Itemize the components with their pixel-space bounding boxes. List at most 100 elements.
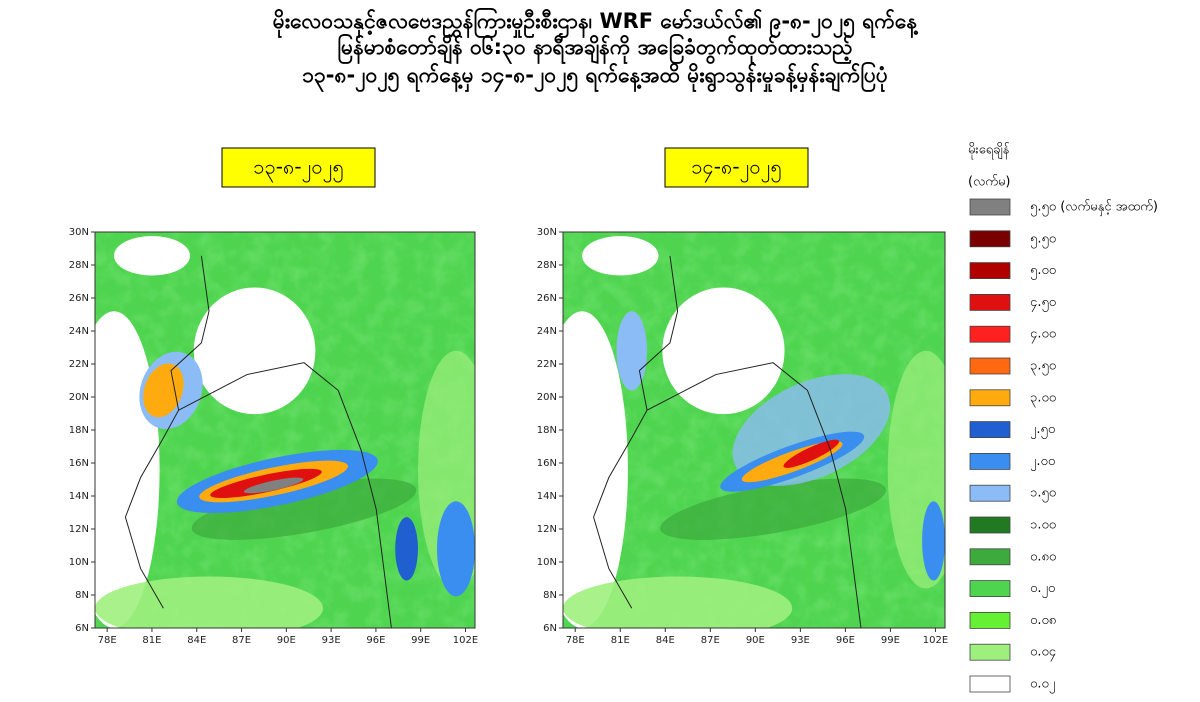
- heavy-rain: [243, 477, 304, 494]
- legend-label: ၅.၅၀ (လက်မနှင့် အထက်): [1030, 199, 1158, 217]
- x-tick-label: 87E: [232, 635, 251, 646]
- legend-label: ၀.၀၂: [1030, 677, 1055, 694]
- legend-swatch: [969, 612, 1011, 629]
- legend-swatch: [969, 325, 1011, 343]
- light-rain: [563, 576, 793, 628]
- x-tick-label: 96E: [836, 635, 855, 646]
- legend-label: ၃.၅၀: [1030, 359, 1056, 376]
- legend-swatch: [969, 484, 1011, 502]
- legend-swatch: [969, 548, 1011, 566]
- legend-swatch: [969, 580, 1011, 597]
- legend-label: ၀.၀၄: [1030, 645, 1057, 662]
- dry-area: [662, 287, 785, 415]
- legend-swatch: [969, 675, 1011, 693]
- x-tick-label: 84E: [656, 635, 675, 646]
- legend-unit: (လက်မ): [968, 174, 1010, 190]
- legend-label: ၄.၀၀: [1030, 327, 1056, 344]
- legend-swatch: [969, 643, 1011, 661]
- y-tick-label: 30N: [537, 227, 557, 238]
- legend-label: ၃.၀၀: [1030, 390, 1056, 407]
- date-label: ၁၃-၈-၂၀၂၅: [253, 155, 344, 183]
- legend-label: ၄.၅၀: [1030, 295, 1056, 312]
- legend-swatch: [969, 357, 1011, 375]
- y-tick-label: 30N: [69, 227, 89, 238]
- date-label: ၁၄-၈-၂၀၂၅: [691, 155, 782, 183]
- rain-map: [95, 232, 475, 628]
- coastline: [178, 362, 392, 628]
- legend-label: ၅.၅၀: [1030, 231, 1056, 248]
- y-tick-label: 26N: [537, 293, 557, 304]
- x-tick-label: 102E: [923, 635, 948, 646]
- heavy-rain: [783, 439, 840, 468]
- x-tick-label: 102E: [453, 635, 478, 646]
- legend-label: ၀.၀၈: [1030, 613, 1056, 628]
- legend-label: ၂.၅၀: [1030, 422, 1055, 439]
- heavy-rain: [395, 517, 418, 581]
- legend-title: မိုးရေချိန်: [968, 142, 1010, 160]
- y-tick-label: 18N: [69, 425, 89, 436]
- title-line: ၁၃-၈-၂၀၂၅ ရက်နေ့မှ ၁၄-၈-၂၀၂၅ ရက်နေ့အထိ မ…: [302, 60, 888, 93]
- legend-swatch: [969, 198, 1011, 216]
- legend-swatch: [969, 452, 1011, 470]
- legend-swatch: [969, 262, 1011, 280]
- y-tick-label: 6N: [75, 623, 89, 634]
- heavy-rain: [616, 311, 648, 391]
- y-tick-label: 10N: [69, 557, 89, 568]
- y-tick-label: 20N: [537, 392, 557, 403]
- title-line: မြန်မာစံတော်ချိန် ၀၆:၃၀ နာရီအချိန်ကို အခ…: [337, 32, 852, 65]
- legend-swatch: [969, 230, 1011, 248]
- y-tick-label: 10N: [537, 557, 557, 568]
- y-tick-label: 24N: [537, 326, 557, 337]
- y-tick-label: 22N: [537, 359, 557, 370]
- date-box: [221, 147, 376, 188]
- y-tick-label: 6N: [543, 623, 557, 634]
- moderate-rain: [191, 478, 417, 540]
- light-rain: [95, 576, 323, 628]
- rain-map: [563, 232, 945, 628]
- x-tick-label: 81E: [142, 635, 161, 646]
- y-tick-label: 16N: [69, 458, 89, 469]
- y-tick-label: 12N: [69, 524, 89, 535]
- dry-area: [193, 287, 316, 415]
- y-tick-label: 14N: [69, 491, 89, 502]
- coastline: [124, 255, 210, 609]
- legend-label: ၁.၅၀: [1030, 486, 1056, 503]
- x-tick-label: 81E: [611, 635, 630, 646]
- y-tick-label: 18N: [537, 425, 557, 436]
- y-tick-label: 20N: [69, 392, 89, 403]
- legend-label: ၅.၀၀: [1030, 263, 1056, 280]
- legend-swatch: [969, 293, 1011, 311]
- y-tick-label: 8N: [75, 590, 89, 601]
- legend-label: ၀.၈၀: [1030, 549, 1056, 564]
- x-tick-label: 93E: [322, 635, 341, 646]
- dry-area: [114, 235, 190, 276]
- x-tick-label: 93E: [791, 635, 810, 646]
- y-tick-label: 8N: [543, 590, 557, 601]
- dry-area: [563, 311, 628, 628]
- heavy-rain: [143, 363, 184, 418]
- moderate-rain: [660, 478, 887, 540]
- legend-label: ၁.၀၀: [1030, 518, 1056, 533]
- x-tick-label: 84E: [187, 635, 206, 646]
- date-box: [664, 147, 809, 188]
- legend-label: ၀.၂၀: [1030, 581, 1055, 598]
- y-tick-label: 28N: [537, 260, 557, 271]
- legend-swatch: [969, 421, 1011, 439]
- heavy-rain: [437, 501, 475, 597]
- x-tick-label: 99E: [411, 635, 430, 646]
- x-tick-label: 78E: [566, 635, 585, 646]
- y-tick-label: 28N: [69, 260, 89, 271]
- dry-area: [582, 235, 659, 276]
- x-tick-label: 90E: [746, 635, 765, 646]
- heavy-rain: [922, 501, 945, 581]
- y-tick-label: 26N: [69, 293, 89, 304]
- x-tick-label: 96E: [366, 635, 385, 646]
- y-tick-label: 14N: [537, 491, 557, 502]
- legend-swatch: [969, 516, 1011, 534]
- x-tick-label: 87E: [701, 635, 720, 646]
- coastline: [646, 362, 862, 628]
- y-tick-label: 22N: [69, 359, 89, 370]
- x-tick-label: 90E: [277, 635, 296, 646]
